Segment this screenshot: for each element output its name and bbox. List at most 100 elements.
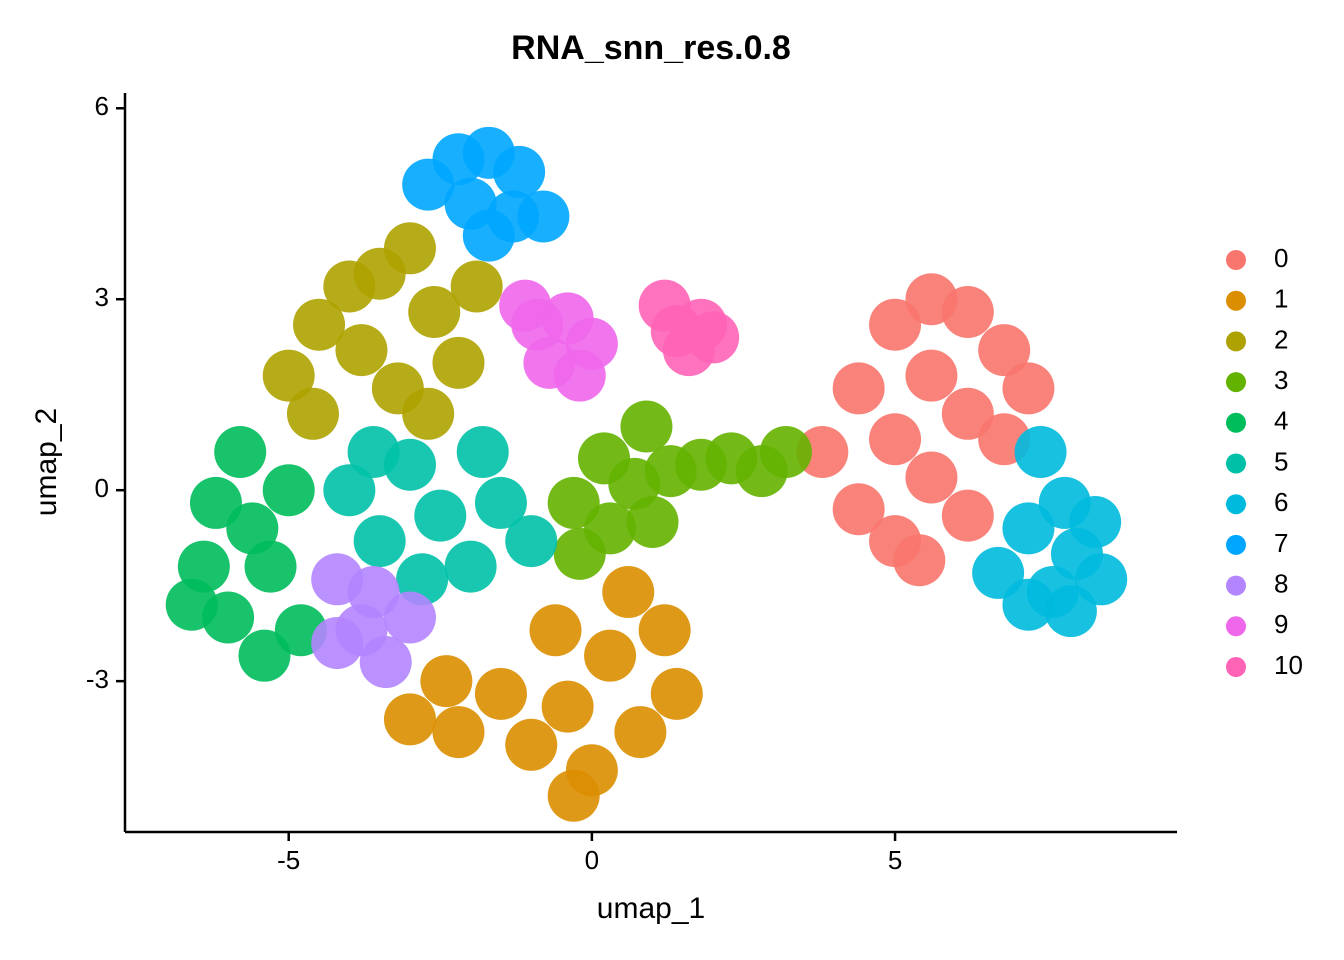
point	[505, 515, 558, 568]
point	[905, 451, 958, 504]
point	[553, 349, 606, 402]
legend-swatch	[1226, 250, 1246, 270]
point	[517, 190, 570, 243]
point	[941, 489, 994, 542]
point	[238, 629, 291, 682]
legend-label: 1	[1274, 284, 1288, 314]
legend-label: 5	[1274, 446, 1288, 476]
point	[383, 222, 436, 275]
y-tick-label: 3	[95, 282, 109, 312]
point	[432, 336, 485, 389]
point	[832, 483, 885, 536]
legend-swatch	[1226, 534, 1246, 555]
point	[444, 540, 497, 593]
legend-label: 4	[1274, 406, 1288, 436]
point	[359, 636, 412, 689]
legend-label: 0	[1274, 243, 1288, 273]
point	[869, 298, 922, 351]
point	[941, 387, 994, 440]
point	[505, 718, 558, 771]
point	[941, 285, 994, 338]
legend-label: 10	[1274, 650, 1303, 680]
point	[905, 349, 958, 402]
point	[493, 145, 546, 198]
point	[869, 413, 922, 466]
point	[796, 425, 849, 478]
point	[432, 706, 485, 759]
point	[226, 502, 279, 555]
chart-title: RNA_snn_res.0.8	[511, 29, 791, 67]
legend-label: 3	[1274, 365, 1288, 395]
point	[414, 489, 467, 542]
point	[311, 616, 364, 669]
point	[383, 591, 436, 644]
point	[832, 362, 885, 415]
legend-swatch	[1226, 453, 1246, 474]
point	[420, 655, 473, 708]
point	[262, 464, 315, 517]
legend-label: 8	[1274, 568, 1288, 598]
point	[1002, 502, 1055, 555]
point	[462, 209, 515, 262]
point	[584, 629, 637, 682]
point	[323, 464, 376, 517]
point	[638, 279, 691, 332]
legend-swatch	[1226, 657, 1246, 677]
legend-label: 7	[1274, 528, 1288, 558]
legend-swatch	[1226, 372, 1246, 393]
point	[1002, 578, 1055, 631]
y-tick-label: 6	[95, 91, 109, 121]
point	[474, 476, 527, 529]
point	[626, 496, 679, 549]
point	[347, 425, 400, 478]
legend-swatch	[1226, 331, 1246, 352]
point	[541, 680, 594, 733]
x-tick-label: 0	[585, 845, 599, 875]
point	[759, 425, 812, 478]
point	[1069, 496, 1122, 549]
point	[474, 667, 527, 720]
point	[1014, 425, 1067, 478]
x-axis-title: umap_1	[597, 892, 705, 925]
y-tick-label: 0	[95, 473, 109, 503]
legend-swatch	[1226, 575, 1246, 596]
point	[335, 324, 388, 377]
point	[620, 400, 673, 453]
point	[1044, 585, 1097, 638]
point	[214, 425, 267, 478]
point	[553, 527, 606, 580]
point	[614, 706, 667, 759]
y-axis-title: umap_2	[30, 408, 63, 516]
point	[347, 566, 400, 619]
point	[262, 349, 315, 402]
legend-swatch	[1226, 494, 1246, 515]
point	[547, 476, 600, 529]
point	[450, 260, 503, 313]
point	[189, 476, 242, 529]
point	[456, 425, 509, 478]
point	[286, 387, 339, 440]
point	[893, 534, 946, 587]
point	[499, 279, 552, 332]
point	[638, 604, 691, 657]
legend-swatch	[1226, 616, 1246, 637]
point	[383, 693, 436, 746]
plot-area	[165, 126, 1128, 822]
point	[1002, 362, 1055, 415]
legend-label: 6	[1274, 487, 1288, 517]
x-tick-label: -5	[277, 845, 300, 875]
legend-label: 9	[1274, 609, 1288, 639]
point	[602, 566, 655, 619]
point	[650, 667, 703, 720]
legend-label: 2	[1274, 324, 1288, 354]
y-tick-label: -3	[86, 664, 109, 694]
point	[408, 285, 461, 338]
point	[293, 298, 346, 351]
point	[353, 515, 406, 568]
point	[402, 387, 455, 440]
legend-swatch	[1226, 290, 1246, 311]
point	[547, 769, 600, 822]
legend-swatch	[1226, 412, 1246, 433]
